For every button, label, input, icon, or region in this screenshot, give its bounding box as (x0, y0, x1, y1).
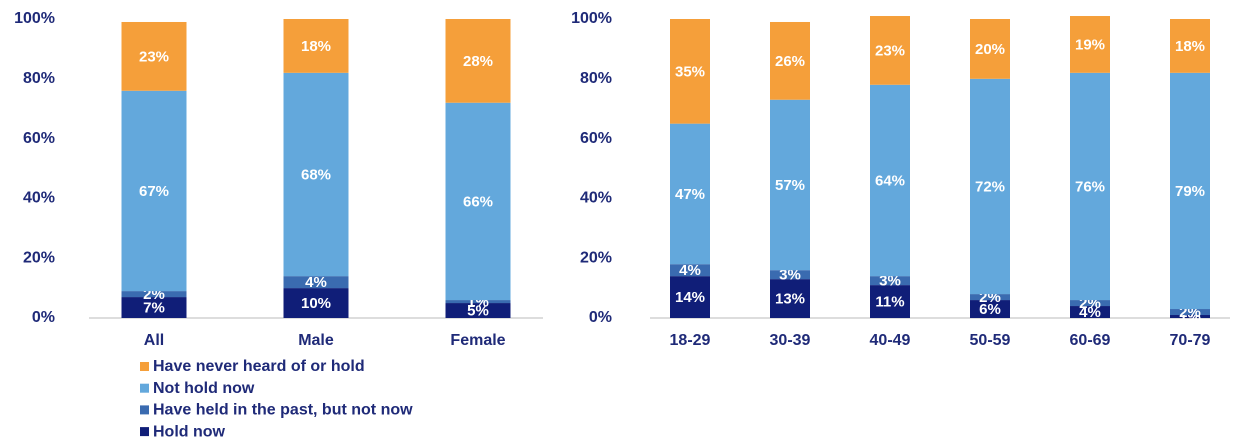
bar-segment (970, 78, 1010, 295)
bar-segment (445, 19, 511, 103)
value-label: 5% (467, 302, 489, 319)
bar-segment (283, 19, 349, 73)
y-tick-label: 0% (589, 309, 612, 326)
bar-segment (970, 300, 1010, 318)
y-tick-label: 80% (580, 70, 612, 87)
x-tick-label: 40-49 (870, 332, 911, 349)
bar-segment (770, 99, 810, 271)
bar-segment (770, 21, 810, 100)
y-tick-label: 80% (23, 70, 55, 87)
bar-segment (121, 291, 187, 298)
bar-segment (1170, 19, 1210, 73)
y-tick-label: 20% (580, 249, 612, 266)
bar-segment (870, 84, 910, 277)
legend-swatch (140, 427, 149, 437)
legend-swatch (140, 383, 149, 393)
bar-segment (870, 16, 910, 85)
value-label: 19% (1075, 36, 1105, 53)
value-label: 47% (675, 186, 705, 203)
y-tick-label: 20% (23, 249, 55, 266)
legend-label: Have never heard of or hold (153, 358, 365, 375)
bar-segment (970, 294, 1010, 301)
bar-segment (283, 276, 349, 289)
value-label: 4% (1079, 304, 1101, 321)
bar-segment (121, 90, 187, 292)
bar-segment (1070, 72, 1110, 301)
value-label: 23% (139, 48, 169, 65)
bar-segment (283, 288, 349, 318)
bar-segment (770, 270, 810, 280)
y-tick-label: 40% (23, 190, 55, 207)
bar-segment (445, 300, 511, 304)
bar-segment (970, 19, 1010, 79)
value-label: 57% (775, 177, 805, 194)
x-tick-label: 60-69 (1070, 332, 1111, 349)
y-tick-label: 0% (32, 309, 55, 326)
bar-segment (1070, 300, 1110, 307)
bar-segment (670, 123, 710, 265)
y-tick-label: 40% (580, 190, 612, 207)
value-label: 23% (875, 42, 905, 59)
legend-label: Have held in the past, but not now (153, 402, 413, 419)
value-label: 10% (301, 295, 331, 312)
value-label: 67% (139, 183, 169, 200)
bar-segment (670, 276, 710, 318)
bar-segment (670, 264, 710, 277)
value-label: 14% (675, 289, 705, 306)
x-tick-label: 30-39 (770, 332, 811, 349)
value-label: 3% (879, 273, 901, 290)
value-label: 18% (301, 38, 331, 55)
value-label: 76% (1075, 178, 1105, 195)
value-label: 64% (875, 172, 905, 189)
legend-swatch (140, 405, 149, 415)
x-tick-label: 18-29 (670, 332, 711, 349)
bar-segment (1070, 306, 1110, 318)
bar-segment (121, 297, 187, 318)
x-tick-label: All (144, 332, 164, 349)
value-label: 72% (975, 178, 1005, 195)
bar-segment (1170, 315, 1210, 318)
value-label: 4% (305, 274, 327, 291)
y-tick-label: 60% (23, 130, 55, 147)
value-label: 66% (463, 193, 493, 210)
value-label: 7% (143, 300, 165, 317)
x-tick-label: 70-79 (1170, 332, 1211, 349)
legend-label: Not hold now (153, 380, 255, 397)
bar-segment (1070, 16, 1110, 73)
value-label: 6% (979, 301, 1001, 318)
legend-swatch (140, 362, 149, 371)
bar-segment (870, 285, 910, 318)
bar-segment (283, 72, 349, 277)
value-label: 18% (1175, 38, 1205, 55)
value-label: 35% (675, 63, 705, 80)
x-tick-label: Male (298, 332, 334, 349)
bar-segment (445, 303, 511, 318)
legend-label: Hold now (153, 423, 226, 440)
bar-segment (670, 19, 710, 124)
value-label: 13% (775, 291, 805, 308)
bar-segment (770, 279, 810, 318)
x-tick-label: Female (450, 332, 505, 349)
bar-segment (1170, 309, 1210, 316)
bar-segment (121, 21, 187, 91)
value-label: 20% (975, 41, 1005, 58)
x-tick-label: 50-59 (970, 332, 1011, 349)
value-label: 79% (1175, 183, 1205, 200)
bar-segment (870, 276, 910, 286)
value-label: 4% (679, 262, 701, 279)
y-tick-label: 100% (571, 10, 612, 27)
value-label: 68% (301, 166, 331, 183)
value-label: 26% (775, 53, 805, 70)
value-label: 3% (779, 267, 801, 284)
value-label: 11% (875, 294, 904, 311)
y-tick-label: 100% (14, 10, 55, 27)
y-tick-label: 60% (580, 130, 612, 147)
bar-segment (445, 102, 511, 301)
value-label: 28% (463, 53, 493, 70)
bar-segment (1170, 72, 1210, 310)
